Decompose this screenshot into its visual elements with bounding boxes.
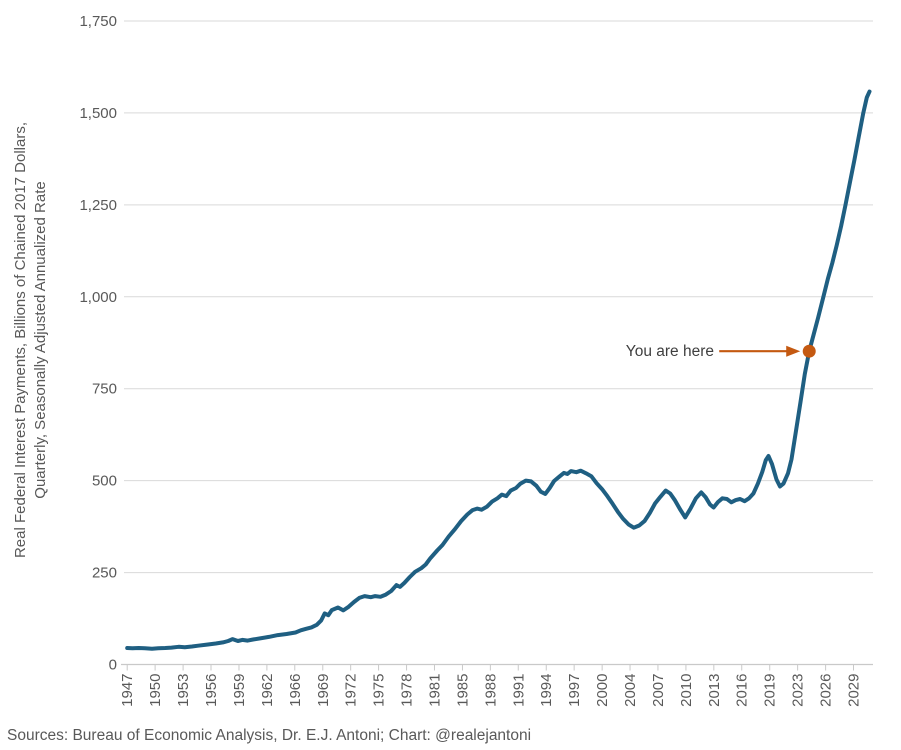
x-tick-label: 1953 [175,674,192,707]
y-tick-label: 1,500 [79,105,117,122]
x-tick-label: 1994 [538,674,555,707]
x-tick-label: 1966 [287,674,304,707]
x-tick-label: 1991 [510,674,527,707]
y-tick-label: 1,750 [79,13,117,30]
x-tick-label: 2010 [678,674,695,707]
x-tick-label: 1962 [259,674,276,707]
x-tick-label: 1969 [315,674,332,707]
x-tick-label: 1959 [231,674,248,707]
x-tick-label: 1972 [343,674,360,707]
y-tick-label: 1,000 [79,289,117,306]
x-tick-label: 1981 [426,674,443,707]
y-tick-label: 750 [92,381,117,398]
current-point-marker [802,344,816,358]
x-tick-label: 2019 [762,674,779,707]
x-tick-label: 2000 [594,674,611,707]
x-tick-label: 1950 [147,674,164,707]
y-tick-label: 500 [92,473,117,490]
x-tick-label: 1985 [454,674,471,707]
annotation-arrowhead [786,345,801,357]
data-line [125,89,872,651]
y-tick-label: 0 [109,657,117,674]
x-tick-label: 2029 [846,674,863,707]
x-tick-label: 2023 [790,674,807,707]
x-tick-label: 2013 [706,674,723,707]
x-tick-label: 1997 [566,674,583,707]
x-tick-label: 1956 [203,674,220,707]
x-tick-label: 2007 [650,674,667,707]
you-are-here-label: You are here [625,343,714,360]
y-tick-label: 250 [92,565,117,582]
x-tick-label: 1978 [399,674,416,707]
x-tick-label: 1988 [482,674,499,707]
x-tick-label: 1975 [371,674,388,707]
x-tick-label: 1947 [119,674,136,707]
x-tick-label: 2004 [622,674,639,707]
x-tick-label: 2016 [734,674,751,707]
source-note: Sources: Bureau of Economic Analysis, Dr… [7,727,532,744]
y-tick-label: 1,250 [79,197,117,214]
x-tick-label: 2026 [818,674,835,707]
